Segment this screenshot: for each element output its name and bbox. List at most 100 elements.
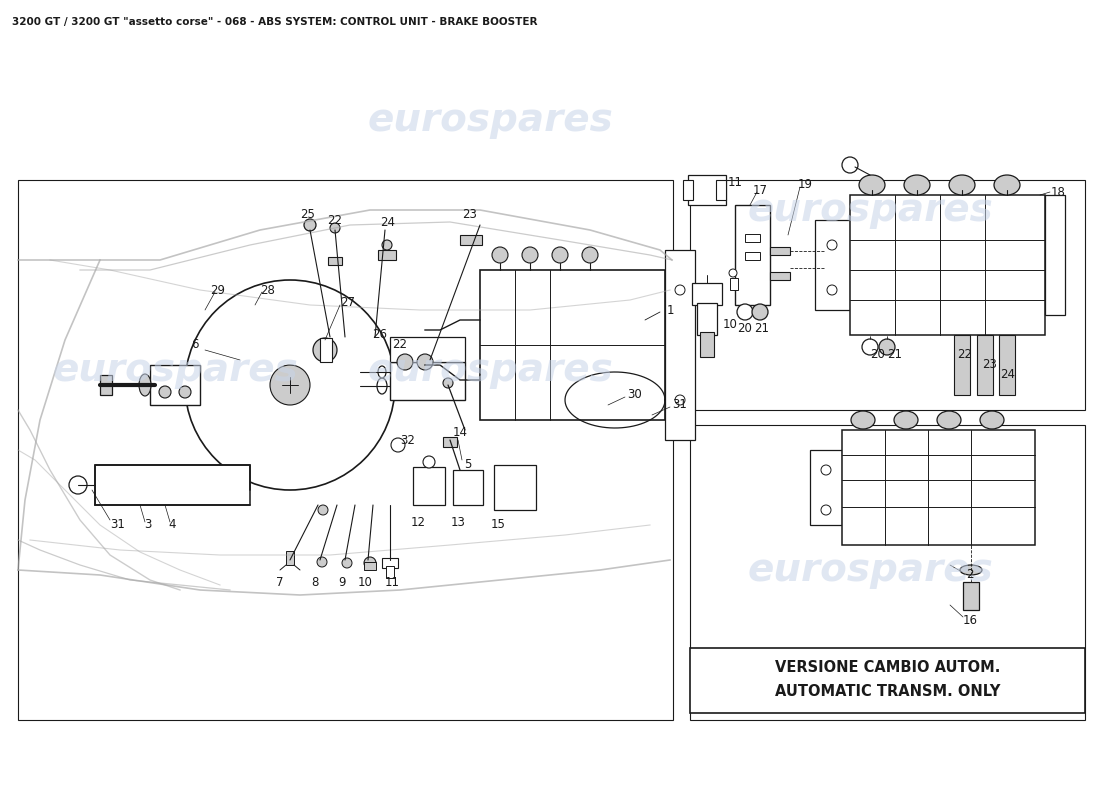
Circle shape [185,280,395,490]
Text: 9: 9 [339,575,345,589]
Bar [150,365,200,405]
Circle shape [318,505,328,515]
Bar [716,180,726,200]
Text: 28: 28 [261,283,275,297]
Text: 14: 14 [452,426,468,438]
Ellipse shape [994,175,1020,195]
Bar [390,337,465,362]
Bar [977,335,993,395]
Bar [842,430,1035,545]
Bar [666,250,695,440]
Circle shape [827,240,837,250]
Text: 24: 24 [1001,369,1015,382]
Circle shape [390,438,405,452]
Bar [453,470,483,505]
Text: 18: 18 [1050,186,1066,198]
Text: eurospares: eurospares [367,351,613,389]
Circle shape [675,285,685,295]
Text: eurospares: eurospares [52,351,298,389]
Bar [378,250,396,260]
Bar [730,278,738,290]
Text: 3200 GT / 3200 GT "assetto corse" - 068 - ABS SYSTEM: CONTROL UNIT - BRAKE BOOST: 3200 GT / 3200 GT "assetto corse" - 068 … [12,17,538,27]
Text: 3: 3 [144,518,152,531]
Text: 20: 20 [738,322,752,334]
Text: 6: 6 [191,338,199,351]
Circle shape [729,269,737,277]
Bar [770,247,790,255]
Text: eurospares: eurospares [367,101,613,139]
Bar [480,270,666,420]
Circle shape [364,557,376,569]
Circle shape [492,247,508,263]
Text: 16: 16 [962,614,978,626]
Bar [962,582,979,610]
Ellipse shape [949,175,975,195]
Bar [364,562,376,570]
Bar [328,257,342,265]
Ellipse shape [859,175,886,195]
Bar [683,180,693,200]
Bar [18,180,673,720]
Text: 25: 25 [300,209,316,222]
Circle shape [304,219,316,231]
Text: 12: 12 [410,515,426,529]
Bar [692,283,722,305]
Text: 21: 21 [755,322,770,334]
Ellipse shape [378,366,386,378]
Circle shape [179,386,191,398]
Circle shape [417,354,433,370]
Text: 8: 8 [311,575,319,589]
Bar [460,235,482,245]
Bar [1045,195,1065,315]
Ellipse shape [377,378,387,394]
Bar [745,234,760,242]
Circle shape [397,354,412,370]
Bar [745,252,760,260]
Ellipse shape [937,411,961,429]
Ellipse shape [851,411,874,429]
Text: 5: 5 [464,458,472,471]
Bar [688,175,726,205]
Bar [690,648,1085,713]
Bar [999,335,1015,395]
Text: 11: 11 [385,575,399,589]
Text: 22: 22 [957,349,972,362]
Text: 13: 13 [451,515,465,529]
Ellipse shape [894,411,918,429]
Circle shape [382,240,392,250]
Text: 20: 20 [870,349,886,362]
Text: eurospares: eurospares [747,191,993,229]
Bar [690,180,1085,410]
Text: 26: 26 [373,329,387,342]
Bar [412,467,446,505]
Circle shape [582,247,598,263]
Text: 10: 10 [723,318,737,331]
Bar [700,332,714,357]
Text: 32: 32 [400,434,416,446]
Text: 31: 31 [672,398,688,411]
Text: 15: 15 [491,518,505,531]
Circle shape [821,505,830,515]
Bar [770,272,790,280]
Circle shape [842,157,858,173]
Text: 22: 22 [328,214,342,226]
Circle shape [862,339,878,355]
Ellipse shape [139,374,151,396]
Text: 22: 22 [393,338,407,351]
Text: 27: 27 [341,295,355,309]
Text: 7: 7 [276,575,284,589]
Bar [815,220,850,310]
Bar [320,338,332,362]
Circle shape [317,557,327,567]
Text: 31: 31 [111,518,125,531]
Text: 23: 23 [463,209,477,222]
Bar [100,375,112,395]
Bar [735,205,770,305]
Bar [954,335,970,395]
Text: 23: 23 [982,358,998,371]
Bar [697,303,717,335]
Ellipse shape [904,175,930,195]
Circle shape [69,476,87,494]
Bar [690,425,1085,720]
Circle shape [737,304,754,320]
